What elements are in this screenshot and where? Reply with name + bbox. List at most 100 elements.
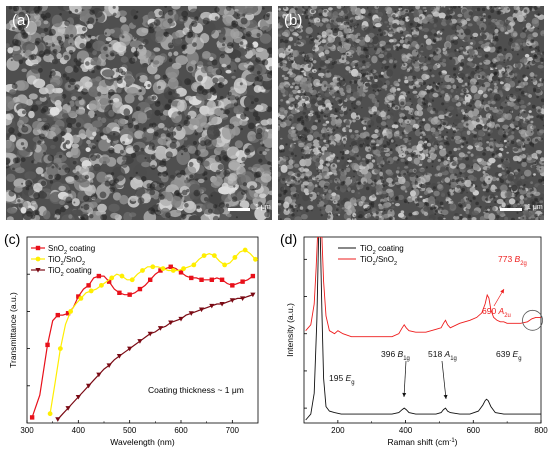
data-point <box>229 298 235 303</box>
data-point <box>199 277 204 282</box>
series-line <box>305 237 541 338</box>
panel-label-a: (a) <box>12 12 31 29</box>
x-tick-label: 600 <box>467 426 481 435</box>
sem-image-a: (a) 1 μm <box>6 6 272 220</box>
data-point <box>160 266 166 272</box>
legend-label: TiO2/SnO2 <box>360 255 397 267</box>
data-point <box>65 311 71 316</box>
panel-label-b: (b) <box>284 12 303 29</box>
data-point <box>116 354 122 359</box>
data-point <box>242 247 248 253</box>
highlight-circle <box>522 309 543 331</box>
data-point <box>189 275 194 281</box>
peak-arrowhead <box>500 289 504 294</box>
x-tick-label: 200 <box>331 426 345 435</box>
data-point <box>76 294 81 299</box>
data-point <box>140 268 145 273</box>
peak-label: 639 Eg <box>496 349 522 362</box>
x-tick-label: 400 <box>399 426 413 435</box>
scale-bar-b <box>500 208 522 211</box>
data-point <box>137 286 143 292</box>
x-tick-label: 300 <box>20 426 34 435</box>
data-point <box>106 279 112 284</box>
data-point <box>29 415 35 420</box>
data-point <box>157 326 164 331</box>
data-point <box>188 311 194 316</box>
data-point <box>222 262 228 268</box>
peak-label: 773 B2g <box>498 254 527 267</box>
data-point <box>78 295 84 301</box>
panel-label-c: (c) <box>4 231 21 247</box>
legend-label: TiO2/SnO2 <box>48 255 85 267</box>
data-point <box>96 273 102 279</box>
data-point <box>209 303 215 309</box>
y-axis-label: Intensity (a.u.) <box>285 303 295 357</box>
data-point <box>253 256 258 262</box>
data-point <box>230 283 235 288</box>
data-point <box>181 266 186 272</box>
peak-label: 518 A1g <box>428 349 457 362</box>
data-point <box>88 288 94 294</box>
data-point <box>178 270 184 275</box>
data-point <box>219 301 225 307</box>
data-point <box>35 256 41 262</box>
peak-label: 195 Eg <box>329 373 355 386</box>
data-point <box>211 253 217 258</box>
data-point <box>240 279 245 284</box>
data-point <box>178 316 184 322</box>
data-point <box>209 277 214 282</box>
scale-label-a: 1 μm <box>255 204 271 211</box>
sem-texture-a <box>6 6 272 220</box>
data-point <box>150 264 156 270</box>
data-point <box>55 417 61 422</box>
data-point <box>55 312 60 318</box>
raman-chart: 200 400 600 800 Raman shift (cm-1) Intensity … <box>285 236 548 447</box>
legend-label: TiO2 coating <box>360 244 404 256</box>
data-point <box>57 346 63 351</box>
data-point <box>168 320 174 326</box>
legend-label: TiO2 coating <box>48 266 92 278</box>
legend-label: SnO2 coating <box>48 244 95 256</box>
data-point <box>96 372 102 378</box>
series-line <box>57 294 254 420</box>
y-axis-label: Transmittance (a.u.) <box>8 292 18 368</box>
data-point <box>147 331 153 337</box>
data-point <box>127 292 132 297</box>
data-point <box>35 245 41 251</box>
panel-label-d: (d) <box>280 231 298 247</box>
x-tick-label: 800 <box>534 426 548 435</box>
data-point <box>127 346 133 352</box>
peak-label: 690 A2u <box>482 306 511 319</box>
x-tick-label: 600 <box>174 426 188 435</box>
scale-bar-a <box>228 208 250 211</box>
data-point <box>191 262 197 268</box>
data-point <box>250 273 256 279</box>
sem-texture-b <box>278 6 544 220</box>
data-point <box>75 394 81 400</box>
data-point <box>219 277 225 282</box>
data-point <box>201 253 207 258</box>
scale-label-b: 1 μm <box>527 204 543 211</box>
series-line <box>305 237 541 421</box>
data-point <box>148 277 153 282</box>
data-point <box>35 268 41 273</box>
coating-thickness-note: Coating thickness ~ 1 μm <box>148 385 244 395</box>
data-point <box>198 307 205 313</box>
x-axis-label: Wavelength (nm) <box>110 437 175 447</box>
x-tick-label: 700 <box>226 426 240 435</box>
peak-arrowhead <box>443 394 448 399</box>
data-point <box>168 264 173 269</box>
data-point <box>158 268 163 273</box>
sem-image-b: (b) 1 μm <box>278 6 544 220</box>
plot-frame <box>26 236 259 424</box>
data-point <box>47 411 53 417</box>
transmittance-chart: 300 400 500 600 700 Wavelength (nm) Transmitta… <box>8 236 259 447</box>
peak-arrow <box>403 360 407 398</box>
data-point <box>250 292 256 298</box>
data-point <box>119 273 125 279</box>
data-point <box>86 383 92 389</box>
peak-arrowhead <box>402 392 407 397</box>
data-point <box>240 296 246 301</box>
x-tick-label: 500 <box>123 426 137 435</box>
data-point <box>86 283 91 288</box>
